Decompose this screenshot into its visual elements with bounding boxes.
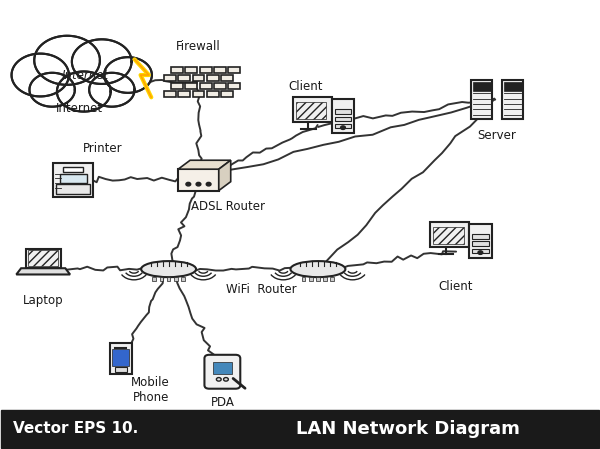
Bar — [293, 97, 332, 122]
Circle shape — [206, 182, 211, 186]
Bar — [178, 169, 219, 190]
Bar — [323, 277, 327, 281]
Bar — [214, 66, 226, 73]
Bar — [56, 184, 91, 194]
Ellipse shape — [141, 261, 196, 277]
Bar — [332, 99, 355, 133]
Bar — [335, 123, 352, 128]
Bar — [185, 66, 197, 73]
Bar — [229, 83, 240, 89]
Text: Mobile
Phone: Mobile Phone — [131, 376, 170, 404]
Circle shape — [57, 71, 110, 112]
FancyBboxPatch shape — [205, 355, 240, 389]
Bar — [335, 110, 352, 114]
Text: Client: Client — [438, 281, 473, 294]
Bar — [469, 224, 492, 259]
Bar — [472, 234, 489, 239]
Bar — [229, 66, 240, 73]
Bar — [171, 66, 183, 73]
Text: LAN Network Diagram: LAN Network Diagram — [296, 420, 520, 438]
Bar — [63, 167, 83, 172]
Bar — [316, 277, 320, 281]
Bar — [164, 75, 176, 81]
Circle shape — [31, 74, 74, 106]
Text: Firewall: Firewall — [176, 40, 221, 53]
Bar — [503, 82, 521, 91]
Bar — [160, 277, 163, 281]
Bar — [181, 277, 185, 281]
Bar — [174, 277, 178, 281]
Bar — [53, 163, 94, 197]
Bar — [472, 242, 489, 246]
Bar — [178, 75, 190, 81]
Text: ADSL Router: ADSL Router — [191, 200, 265, 213]
Circle shape — [11, 53, 69, 97]
Bar — [200, 83, 212, 89]
Circle shape — [224, 378, 229, 381]
Bar — [112, 349, 129, 365]
Circle shape — [90, 74, 134, 106]
Bar — [28, 251, 58, 266]
Circle shape — [105, 58, 151, 92]
Text: PDA: PDA — [211, 396, 234, 409]
Circle shape — [89, 73, 134, 107]
Bar — [472, 249, 489, 253]
Circle shape — [34, 36, 100, 85]
Circle shape — [186, 182, 191, 186]
Bar — [331, 277, 334, 281]
Bar — [221, 91, 233, 97]
Bar — [26, 249, 61, 268]
Bar — [152, 277, 156, 281]
Bar — [214, 83, 226, 89]
Polygon shape — [178, 160, 231, 169]
Bar — [167, 277, 170, 281]
Text: Laptop: Laptop — [23, 294, 64, 307]
Bar — [207, 91, 219, 97]
Bar — [200, 66, 212, 73]
Polygon shape — [16, 268, 70, 274]
Bar — [193, 75, 205, 81]
Bar — [193, 91, 205, 97]
Bar — [185, 83, 197, 89]
Text: Internet: Internet — [61, 69, 109, 82]
Circle shape — [196, 182, 201, 186]
Bar — [430, 222, 469, 247]
Ellipse shape — [290, 261, 346, 277]
Circle shape — [478, 251, 483, 255]
Bar — [309, 277, 313, 281]
Text: Client: Client — [289, 79, 323, 92]
Circle shape — [13, 54, 68, 96]
Bar — [164, 91, 176, 97]
Polygon shape — [219, 160, 231, 190]
Bar — [221, 75, 233, 81]
Text: Printer: Printer — [83, 142, 123, 155]
Bar — [471, 80, 493, 119]
Bar — [171, 83, 183, 89]
Circle shape — [29, 73, 75, 107]
Circle shape — [35, 37, 98, 84]
Text: Vector EPS 10.: Vector EPS 10. — [13, 421, 139, 436]
Circle shape — [341, 126, 346, 129]
Circle shape — [217, 378, 221, 381]
Bar — [59, 174, 86, 184]
Circle shape — [58, 72, 110, 111]
Bar — [1, 409, 599, 448]
Circle shape — [73, 40, 130, 83]
Bar — [213, 362, 232, 374]
Bar — [110, 343, 131, 374]
Bar — [207, 75, 219, 81]
Text: WiFi  Router: WiFi Router — [226, 283, 296, 296]
Bar — [335, 116, 352, 121]
Bar — [502, 80, 523, 119]
Bar — [115, 367, 127, 372]
Circle shape — [104, 57, 152, 93]
Text: Internet: Internet — [55, 102, 103, 115]
Circle shape — [72, 40, 131, 84]
Text: Server: Server — [478, 129, 517, 142]
Bar — [302, 277, 305, 281]
Bar — [178, 91, 190, 97]
Bar — [473, 82, 491, 91]
Bar — [296, 102, 326, 119]
Bar — [433, 227, 464, 244]
